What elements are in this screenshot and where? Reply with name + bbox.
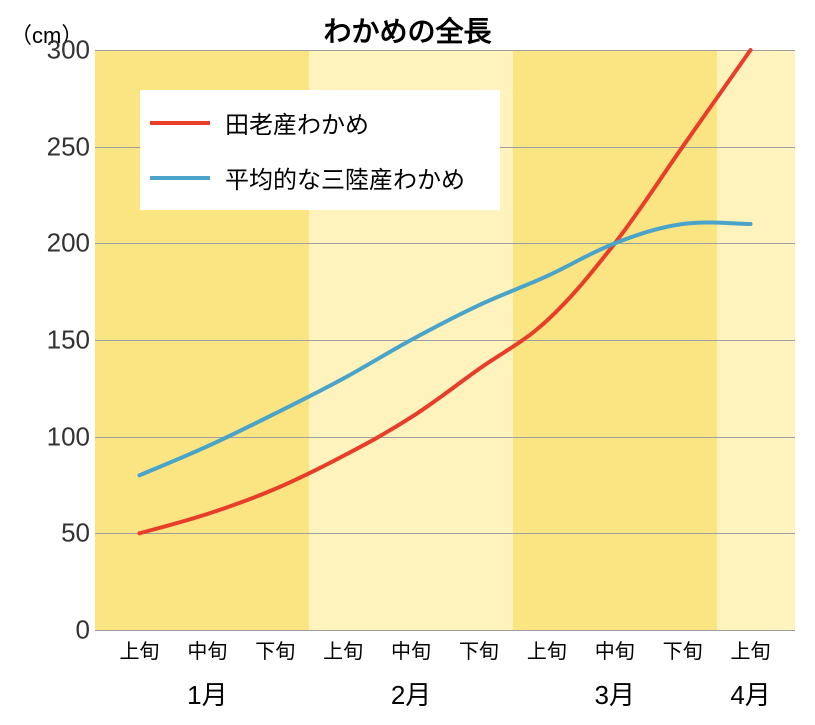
grid-line — [95, 630, 795, 631]
y-tick-label: 200 — [47, 228, 90, 259]
chart-title: わかめの全長 — [10, 10, 805, 50]
x-tick-label: 上旬 — [323, 635, 363, 664]
series-line — [139, 222, 750, 475]
x-tick-label: 上旬 — [527, 635, 567, 664]
x-month-label: 1月 — [187, 675, 227, 712]
x-month-label: 4月 — [730, 675, 770, 712]
x-tick-label: 下旬 — [663, 635, 703, 664]
legend-item: 平均的な三陸産わかめ — [150, 160, 490, 195]
x-tick-label: 下旬 — [459, 635, 499, 664]
x-tick-label: 下旬 — [255, 635, 295, 664]
y-tick-label: 50 — [61, 518, 90, 549]
legend-item: 田老産わかめ — [150, 105, 490, 140]
y-tick-label: 300 — [47, 35, 90, 66]
x-tick-label: 上旬 — [731, 635, 771, 664]
legend-swatch — [150, 176, 210, 180]
x-month-label: 3月 — [595, 675, 635, 712]
legend-label: 平均的な三陸産わかめ — [225, 160, 465, 195]
x-tick-label: 中旬 — [187, 635, 227, 664]
x-tick-label: 上旬 — [119, 635, 159, 664]
chart-container: わかめの全長 （cm） 田老産わかめ平均的な三陸産わかめ 05010015020… — [10, 10, 805, 715]
y-tick-label: 0 — [76, 615, 90, 646]
y-tick-label: 100 — [47, 421, 90, 452]
legend-swatch — [150, 121, 210, 125]
x-tick-label: 中旬 — [391, 635, 431, 664]
y-tick-label: 250 — [47, 131, 90, 162]
legend: 田老産わかめ平均的な三陸産わかめ — [140, 90, 500, 210]
x-tick-label: 中旬 — [595, 635, 635, 664]
y-tick-label: 150 — [47, 325, 90, 356]
x-month-label: 2月 — [391, 675, 431, 712]
legend-label: 田老産わかめ — [225, 105, 369, 140]
